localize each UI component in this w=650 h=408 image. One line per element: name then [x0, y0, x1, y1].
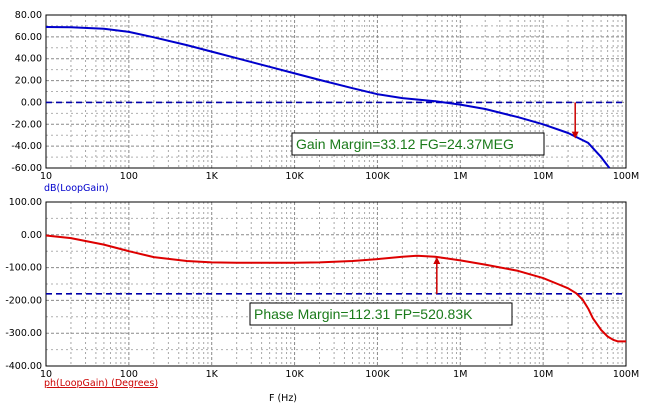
x-tick-label: 100K	[365, 171, 390, 182]
arrow-head	[433, 257, 441, 265]
x-tick-label: 1M	[453, 369, 467, 380]
y-tick-label: 40.00	[15, 54, 42, 65]
arrow-head	[571, 131, 579, 139]
frequency-axis-label: F (Hz)	[269, 393, 297, 404]
x-tick-label: 10M	[533, 369, 553, 380]
x-tick-label: 1K	[206, 369, 219, 380]
y-tick-label: -40.00	[11, 141, 42, 152]
y-tick-label: 60.00	[15, 32, 42, 43]
x-tick-label: 100K	[365, 369, 390, 380]
y-tick-label: -100.00	[5, 263, 42, 274]
y-tick-label: 0.00	[21, 230, 42, 241]
axis-labels: dB(LoopGain) ph(LoopGain) (Degrees) F (Hz)	[44, 183, 297, 404]
frame-layer	[45, 14, 627, 367]
x-tick-label: 100M	[613, 171, 639, 182]
x-tick-label: 1K	[206, 171, 219, 182]
y-tick-label: -200.00	[5, 295, 42, 306]
y-tick-label: -300.00	[5, 328, 42, 339]
x-tick-label: 100M	[613, 369, 639, 380]
annotations: Gain Margin=33.12 FG=24.37MEG Phase Margi…	[249, 132, 545, 326]
phase-axis-label: ph(LoopGain) (Degrees)	[44, 378, 158, 389]
gain-axis-label: dB(LoopGain)	[44, 183, 109, 194]
x-tick-label: 10K	[285, 369, 304, 380]
gain-curve	[45, 26, 611, 169]
reference-lines	[46, 101, 626, 295]
y-tick-label: 0.00	[21, 97, 42, 108]
gain-margin-annotation: Gain Margin=33.12 FG=24.37MEG	[296, 136, 514, 152]
margin-markers	[433, 102, 579, 294]
x-tick-label: 100	[120, 369, 138, 380]
y-tick-label: -20.00	[11, 119, 42, 130]
x-tick-label: 10M	[533, 171, 553, 182]
x-tick-label: 10K	[285, 171, 304, 182]
y-tick-label: 80.00	[15, 10, 42, 21]
y-tick-label: -400.00	[5, 361, 42, 372]
plot-frame	[45, 14, 627, 169]
phase-margin-annotation: Phase Margin=112.31 FP=520.83K	[254, 306, 473, 322]
annotation-box	[291, 132, 545, 156]
x-tick-label: 1M	[453, 171, 467, 182]
y-tick-label: 100.00	[9, 197, 42, 208]
annotation-box	[249, 302, 513, 326]
tick-labels: 80.00 60.00 40.00 20.00 0.00 -20.00 -40.00 -60.…	[5, 10, 639, 380]
x-tick-label: 100	[120, 171, 138, 182]
plot-frame	[45, 201, 627, 367]
x-tick-label: 10	[40, 171, 52, 182]
y-tick-label: -60.00	[11, 163, 42, 174]
series-layer	[45, 26, 626, 343]
phase-curve	[45, 234, 626, 343]
y-tick-label: 20.00	[15, 76, 42, 87]
x-tick-label: 10	[40, 369, 52, 380]
